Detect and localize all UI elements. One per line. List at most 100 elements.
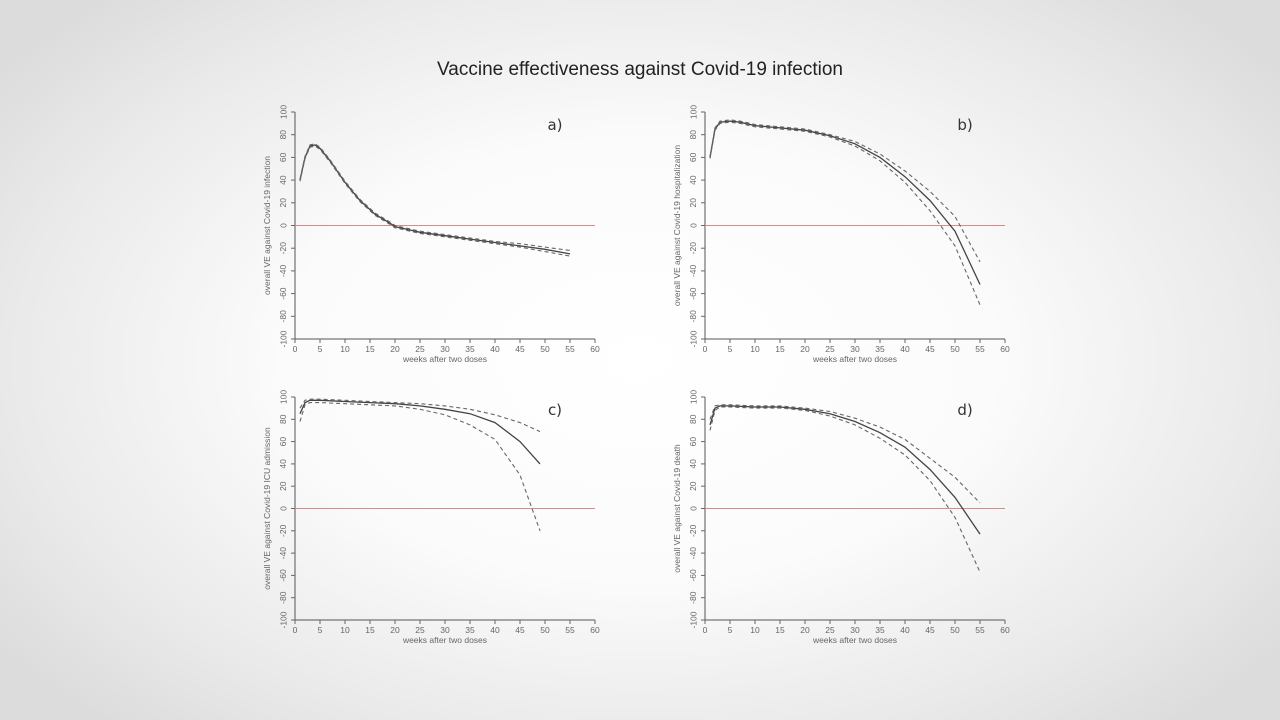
y-tick-label-a-8: -60 (278, 287, 288, 300)
panel-label-a: a) (547, 116, 562, 134)
x-tick-label-b-4: 20 (800, 344, 810, 354)
x-tick-label-c-12: 60 (590, 625, 600, 635)
x-tick-label-a-12: 60 (590, 344, 600, 354)
y-tick-label-c-7: -40 (278, 547, 288, 560)
x-tick-label-d-8: 40 (900, 625, 910, 635)
panel-label-d: d) (957, 401, 972, 419)
x-tick-label-d-2: 10 (750, 625, 760, 635)
y-tick-label-a-2: 60 (278, 152, 288, 162)
x-tick-label-c-9: 45 (515, 625, 525, 635)
y-tick-label-a-0: 100 (278, 105, 288, 119)
y-tick-label-b-9: -80 (688, 310, 698, 323)
x-tick-label-c-8: 40 (490, 625, 500, 635)
y-tick-label-c-2: 60 (278, 437, 288, 447)
x-tick-label-a-2: 10 (340, 344, 350, 354)
y-tick-label-c-8: -60 (278, 569, 288, 582)
x-tick-label-c-6: 30 (440, 625, 450, 635)
x-tick-label-a-1: 5 (318, 344, 323, 354)
x-tick-label-c-11: 55 (565, 625, 575, 635)
x-axis-title-c: weeks after two doses (402, 635, 487, 645)
x-tick-label-d-6: 30 (850, 625, 860, 635)
y-tick-label-c-6: -20 (278, 524, 288, 537)
y-tick-label-b-10: -100 (688, 330, 698, 347)
y-tick-label-d-0: 100 (688, 390, 698, 404)
x-tick-label-d-12: 60 (1000, 625, 1010, 635)
x-tick-label-b-5: 25 (825, 344, 835, 354)
y-tick-label-b-1: 80 (688, 130, 698, 140)
series-line-a-2 (299, 145, 571, 257)
panel-label-b: b) (957, 116, 972, 134)
y-tick-label-d-8: -60 (688, 569, 698, 582)
y-tick-label-c-0: 100 (278, 390, 288, 404)
series-line-d-2 (709, 406, 981, 573)
x-tick-label-c-5: 25 (415, 625, 425, 635)
x-tick-label-a-4: 20 (390, 344, 400, 354)
x-tick-label-b-9: 45 (925, 344, 935, 354)
x-tick-label-b-10: 50 (950, 344, 960, 354)
y-tick-label-d-3: 40 (688, 459, 698, 469)
series-line-a-1 (299, 143, 571, 252)
x-tick-label-d-7: 35 (875, 625, 885, 635)
x-tick-label-c-10: 50 (540, 625, 550, 635)
series-line-b-1 (709, 119, 981, 263)
series-line-c-0 (299, 399, 541, 465)
x-tick-label-a-3: 15 (365, 344, 375, 354)
y-tick-label-b-8: -60 (688, 287, 698, 300)
y-tick-label-a-5: 0 (278, 223, 288, 228)
x-tick-label-d-1: 5 (728, 625, 733, 635)
y-tick-label-c-10: -100 (278, 611, 288, 628)
y-tick-label-c-1: 80 (278, 414, 288, 424)
x-tick-label-b-8: 40 (900, 344, 910, 354)
y-tick-label-d-1: 80 (688, 414, 698, 424)
series-line-d-1 (709, 404, 981, 504)
y-tick-label-b-3: 40 (688, 175, 698, 185)
y-tick-label-b-7: -40 (688, 264, 698, 277)
x-tick-label-b-0: 0 (703, 344, 708, 354)
series-line-b-2 (709, 121, 981, 306)
x-tick-label-b-7: 35 (875, 344, 885, 354)
y-tick-label-b-0: 100 (688, 105, 698, 119)
series-line-a-0 (299, 144, 571, 255)
x-tick-label-a-6: 30 (440, 344, 450, 354)
x-tick-label-d-5: 25 (825, 625, 835, 635)
x-tick-label-b-6: 30 (850, 344, 860, 354)
x-tick-label-a-7: 35 (465, 344, 475, 354)
y-tick-label-a-1: 80 (278, 130, 288, 140)
y-tick-label-d-4: 20 (688, 481, 698, 491)
y-tick-label-b-4: 20 (688, 198, 698, 208)
x-tick-label-a-11: 55 (565, 344, 575, 354)
x-tick-label-b-12: 60 (1000, 344, 1010, 354)
y-tick-label-d-7: -40 (688, 547, 698, 560)
x-axis-title-a: weeks after two doses (402, 354, 487, 364)
chart-panel-a: 100 80 60 40 20 0 -20 -40 -60 -80 -100 0 5 10 15 20 25 30… (262, 105, 600, 364)
chart-panel-b: 100 80 60 40 20 0 -20 -40 -60 -80 -100 0 5 10 15 20 25 30… (672, 105, 1010, 364)
y-tick-label-a-9: -80 (278, 310, 288, 323)
x-tick-label-c-1: 5 (318, 625, 323, 635)
y-tick-label-d-2: 60 (688, 437, 698, 447)
y-axis-title-b: overall VE against Covid-19 hospitalizat… (672, 145, 682, 306)
y-tick-label-a-10: -100 (278, 330, 288, 347)
y-tick-label-d-9: -80 (688, 591, 698, 604)
x-tick-label-c-3: 15 (365, 625, 375, 635)
x-tick-label-b-3: 15 (775, 344, 785, 354)
x-tick-label-a-8: 40 (490, 344, 500, 354)
series-line-d-0 (709, 405, 981, 535)
x-tick-label-b-2: 10 (750, 344, 760, 354)
y-tick-label-b-2: 60 (688, 152, 698, 162)
y-tick-label-c-3: 40 (278, 459, 288, 469)
y-tick-label-c-5: 0 (278, 506, 288, 511)
y-tick-label-a-3: 40 (278, 175, 288, 185)
y-tick-label-b-5: 0 (688, 223, 698, 228)
x-tick-label-c-2: 10 (340, 625, 350, 635)
series-line-b-0 (709, 120, 981, 285)
y-axis-title-d: overall VE against Covid-19 death (672, 444, 682, 573)
x-tick-label-d-10: 50 (950, 625, 960, 635)
x-tick-label-b-1: 5 (728, 344, 733, 354)
x-tick-label-c-4: 20 (390, 625, 400, 635)
y-tick-label-d-10: -100 (688, 611, 698, 628)
x-tick-label-c-7: 35 (465, 625, 475, 635)
x-tick-label-d-11: 55 (975, 625, 985, 635)
y-axis-title-a: overall VE against Covid-19 infection (262, 156, 272, 295)
x-tick-label-a-5: 25 (415, 344, 425, 354)
chart-panel-d: 100 80 60 40 20 0 -20 -40 -60 -80 -100 0 5 10 15 20 25 30… (672, 390, 1010, 645)
